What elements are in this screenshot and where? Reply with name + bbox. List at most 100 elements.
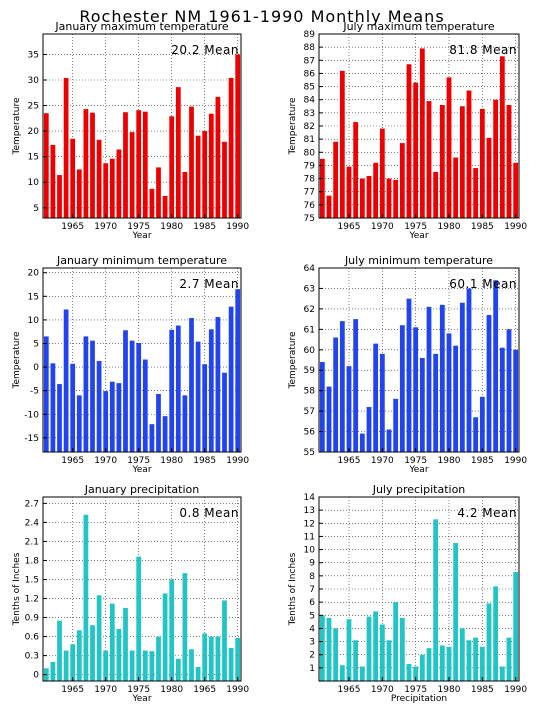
bar-1982 xyxy=(459,628,465,681)
x-tick-label: 1985 xyxy=(471,685,494,695)
y-tick-label: 8 xyxy=(309,572,315,582)
mean-label: 20.2 Mean xyxy=(171,43,239,57)
bar-1979 xyxy=(162,196,168,218)
bar-1967 xyxy=(359,666,365,681)
bar-1967 xyxy=(359,433,365,452)
mean-label: 81.8 Mean xyxy=(449,43,517,57)
bar-1990 xyxy=(235,289,241,452)
y-tick-label: 87 xyxy=(304,56,315,66)
x-tick-label: 1970 xyxy=(94,685,117,695)
bar-1969 xyxy=(373,343,379,452)
y-tick-label: 56 xyxy=(304,428,316,438)
bar-1971 xyxy=(109,603,115,681)
bar-1977 xyxy=(149,188,155,218)
x-tick-label: 1965 xyxy=(193,685,216,695)
y-tick-label: 6 xyxy=(309,598,315,608)
bar-1984 xyxy=(195,341,201,452)
y-tick-label: 0 xyxy=(33,363,39,373)
y-axis-label: Temperature xyxy=(12,331,22,389)
x-tick-label: 1990 xyxy=(504,456,527,466)
y-tick-label: 30 xyxy=(28,76,40,86)
x-tick-label: 1965 xyxy=(61,685,84,695)
bar-1961 xyxy=(43,336,49,452)
y-tick-label: 59 xyxy=(304,366,316,376)
y-axis-label: Temperature xyxy=(12,97,22,155)
y-axis-label: Temperature xyxy=(288,331,298,389)
bar-1986 xyxy=(208,329,214,452)
bar-1974 xyxy=(406,663,412,681)
bar-1973 xyxy=(399,617,405,681)
bar-1985 xyxy=(479,646,485,681)
chart-title: July minimum temperature xyxy=(344,254,493,267)
y-tick-label: 83 xyxy=(304,109,315,119)
bar-1965 xyxy=(346,166,352,218)
bar-1979 xyxy=(439,104,445,218)
bar-1979 xyxy=(439,645,445,681)
bar-1971 xyxy=(386,640,392,681)
x-axis-label: Year xyxy=(131,465,151,475)
bar-1974 xyxy=(129,340,135,452)
bar-1988 xyxy=(222,141,227,218)
y-tick-label: 0 xyxy=(33,671,39,681)
bar-1990 xyxy=(513,349,519,452)
x-tick-label: 1990 xyxy=(226,685,249,695)
plot-frame xyxy=(42,496,242,682)
y-tick-label: 77 xyxy=(304,188,315,198)
bar-1970 xyxy=(379,624,385,681)
x-tick-label: 1965 xyxy=(338,685,361,695)
y-tick-label: -10 xyxy=(24,410,39,420)
y-tick-label: 0.6 xyxy=(25,633,40,643)
bar-1986 xyxy=(208,636,214,681)
y-tick-label: 2.1 xyxy=(25,537,39,547)
bar-1975 xyxy=(136,110,142,218)
y-tick-label: 4 xyxy=(309,624,315,634)
bar-1968 xyxy=(366,616,372,681)
bar-1964 xyxy=(339,70,345,218)
bar-1965 xyxy=(70,138,76,218)
x-tick-label: 1975 xyxy=(127,222,150,232)
x-tick-label: 1975 xyxy=(404,685,427,695)
y-tick-label: -5 xyxy=(30,387,39,397)
x-tick-label: 1975 xyxy=(404,456,427,466)
bar-1971 xyxy=(109,381,115,452)
y-tick-label: 9 xyxy=(309,559,315,569)
y-tick-label: 2.4 xyxy=(25,518,40,528)
bar-1974 xyxy=(406,298,412,452)
x-tick-label: 1990 xyxy=(504,685,527,695)
bar-1963 xyxy=(57,384,62,452)
x-tick-label: 1975 xyxy=(127,456,150,466)
y-tick-label: 2 xyxy=(309,651,315,661)
y-tick-label: 60 xyxy=(304,346,316,356)
mean-label: 2.7 Mean xyxy=(179,277,239,291)
x-tick-label: 1980 xyxy=(438,685,461,695)
bar-1990 xyxy=(513,162,519,218)
bar-1964 xyxy=(339,321,345,452)
bar-1970 xyxy=(379,128,385,218)
bar-1975 xyxy=(413,82,419,218)
bar-1984 xyxy=(195,667,201,681)
bar-1961 xyxy=(43,113,49,218)
bar-1981 xyxy=(175,87,181,219)
bar-1961 xyxy=(319,158,325,218)
bar-1981 xyxy=(453,157,459,218)
bar-1969 xyxy=(373,611,379,681)
bar-1962 xyxy=(50,661,56,681)
y-tick-label: 5 xyxy=(33,339,39,349)
bar-1987 xyxy=(215,636,221,681)
bar-1973 xyxy=(399,143,405,218)
bar-1980 xyxy=(169,116,175,218)
bar-1988 xyxy=(222,372,227,452)
bar-1986 xyxy=(486,137,492,218)
x-tick-label: 1990 xyxy=(226,222,249,232)
chart-panel-3: -15 -10 -5 0 5 10 15 20 1965 1970 1975 1980 1985 1990… xyxy=(12,254,249,475)
bar-1966 xyxy=(353,319,359,452)
bar-1981 xyxy=(175,658,181,681)
bar-1982 xyxy=(459,302,465,452)
x-tick-label: 1970 xyxy=(94,456,117,466)
x-axis-label: Precipitation xyxy=(391,694,447,704)
y-tick-label: 12 xyxy=(304,519,315,529)
bar-1962 xyxy=(326,386,332,452)
bar-1972 xyxy=(393,179,399,218)
x-tick-label: 1975 xyxy=(404,222,427,232)
